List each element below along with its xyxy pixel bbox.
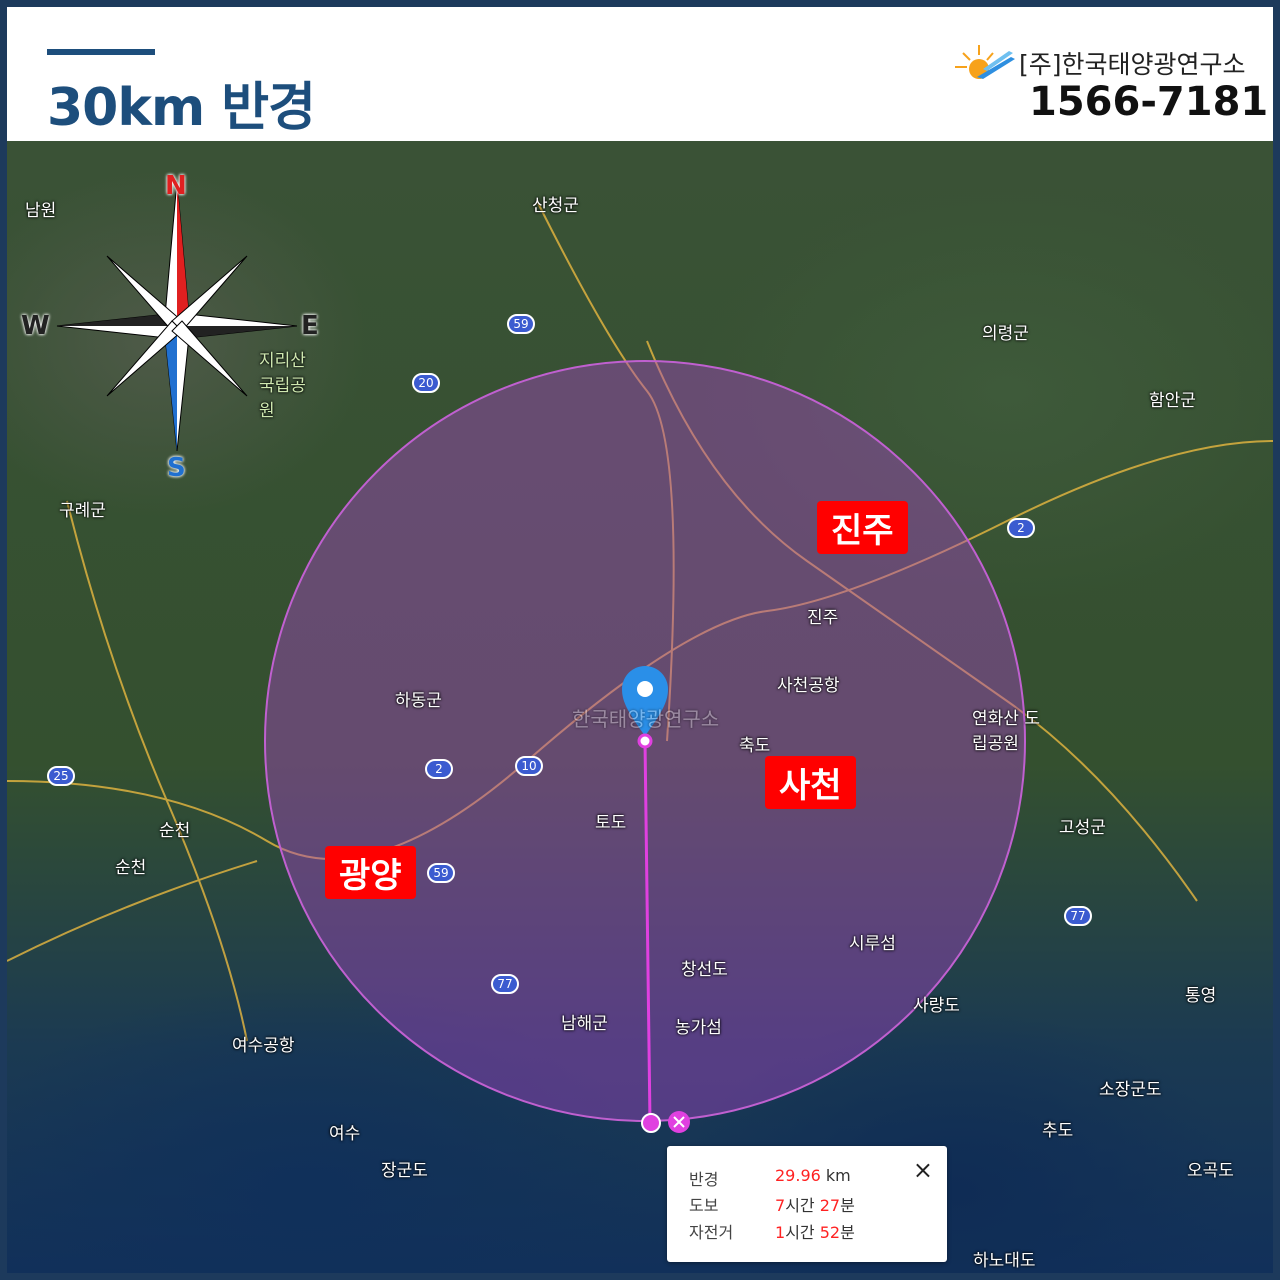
route-shield: 10: [515, 756, 543, 776]
radius-unit: km: [820, 1166, 851, 1185]
radius-label: 반경: [689, 1170, 719, 1189]
sun-logo-icon: [955, 45, 1015, 79]
radius-line: [643, 740, 652, 1124]
place-label: 시루섬: [849, 934, 896, 954]
place-label: 함안군: [1149, 391, 1196, 411]
route-shield: 77: [1064, 906, 1092, 926]
company-name: [주]한국태양광연구소: [1019, 50, 1246, 79]
route-shield: 77: [491, 974, 519, 994]
route-shield: 20: [412, 373, 440, 393]
place-label: 남원: [25, 201, 57, 221]
place-label: 장군도: [381, 1161, 428, 1181]
walk-minutes: 27: [819, 1196, 841, 1215]
center-pin-icon[interactable]: [622, 666, 668, 749]
route-shield: 25: [47, 766, 75, 786]
hours-unit: 시간: [785, 1196, 820, 1215]
route-shield: 2: [425, 759, 453, 779]
place-label: 진주: [807, 608, 839, 628]
place-label: 고성군: [1059, 818, 1106, 838]
route-shield: 2: [1007, 518, 1035, 538]
place-label: 순천: [115, 858, 147, 878]
close-button[interactable]: ×: [912, 1156, 933, 1184]
place-label: 하노대도: [973, 1251, 1036, 1271]
header: 30km 반경 [주]한국태양광연구소 1566-7181: [7, 7, 1273, 141]
place-label: 순천: [159, 821, 191, 841]
walk-label: 도보: [689, 1196, 719, 1215]
place-label: 토도: [595, 813, 627, 833]
place-label: 창선도: [681, 960, 728, 980]
title-accent-bar: [47, 49, 155, 55]
walk-time: 7시간 27분: [775, 1192, 855, 1216]
place-label: 의령군: [982, 324, 1029, 344]
place-label: 산청군: [532, 196, 579, 216]
route-shield: 59: [507, 314, 535, 334]
place-label: 사천공항: [777, 676, 840, 696]
city-label-jinju: 진주: [817, 501, 908, 554]
place-label: 남해군: [561, 1014, 608, 1034]
radius-value: 29.96 km: [775, 1166, 851, 1185]
place-label: 추도: [1042, 1121, 1074, 1141]
place-label: 소장군도: [1099, 1080, 1162, 1100]
place-label: 통영: [1185, 986, 1217, 1006]
bike-time: 1시간 52분: [775, 1219, 855, 1243]
radius-number: 29.96: [775, 1166, 821, 1185]
measurement-info-popup: × 반경 29.96 km 도보 7시간 27분 자전거 1시간 52분: [667, 1146, 947, 1262]
page-title: 30km 반경: [47, 78, 316, 138]
city-label-gwangyang: 광양: [325, 846, 416, 899]
place-label: 축도: [739, 736, 771, 756]
bike-label: 자전거: [689, 1223, 734, 1242]
place-label: 오곡도: [1187, 1161, 1234, 1181]
hours-unit: 시간: [785, 1223, 820, 1242]
road-network: [7, 200, 1273, 1042]
place-label: 농가섬: [675, 1018, 722, 1038]
minutes-unit: 분: [840, 1196, 855, 1215]
map-view[interactable]: N S E W 진주 사천 광양 남원 산청군 의령군 함안군 지리산 국립공원…: [7, 141, 1273, 1273]
phone-number: 1566-7181: [1029, 79, 1269, 125]
compass-rose: [56, 180, 298, 452]
place-label: 여수공항: [232, 1036, 295, 1056]
compass-west-label: W: [21, 311, 50, 341]
compass-south-label: S: [167, 453, 186, 483]
place-label: 연화산 도립공원: [972, 709, 1040, 754]
watermark: 한국태양광연구소: [572, 707, 720, 731]
city-label-sacheon: 사천: [765, 756, 856, 809]
compass-east-label: E: [301, 311, 319, 341]
place-label: 하동군: [395, 691, 442, 711]
bike-hours: 1: [775, 1223, 786, 1242]
remove-point-icon[interactable]: [668, 1111, 690, 1133]
bike-minutes: 52: [819, 1223, 841, 1242]
route-shield: 59: [427, 863, 455, 883]
place-label: 구례군: [59, 501, 106, 521]
walk-hours: 7: [775, 1196, 786, 1215]
place-label: 사량도: [913, 996, 960, 1016]
minutes-unit: 분: [840, 1223, 855, 1242]
place-label: 지리산 국립공원: [259, 351, 306, 421]
end-point-marker[interactable]: [641, 1113, 661, 1133]
compass-north-label: N: [165, 171, 187, 201]
place-label: 여수: [329, 1124, 361, 1144]
